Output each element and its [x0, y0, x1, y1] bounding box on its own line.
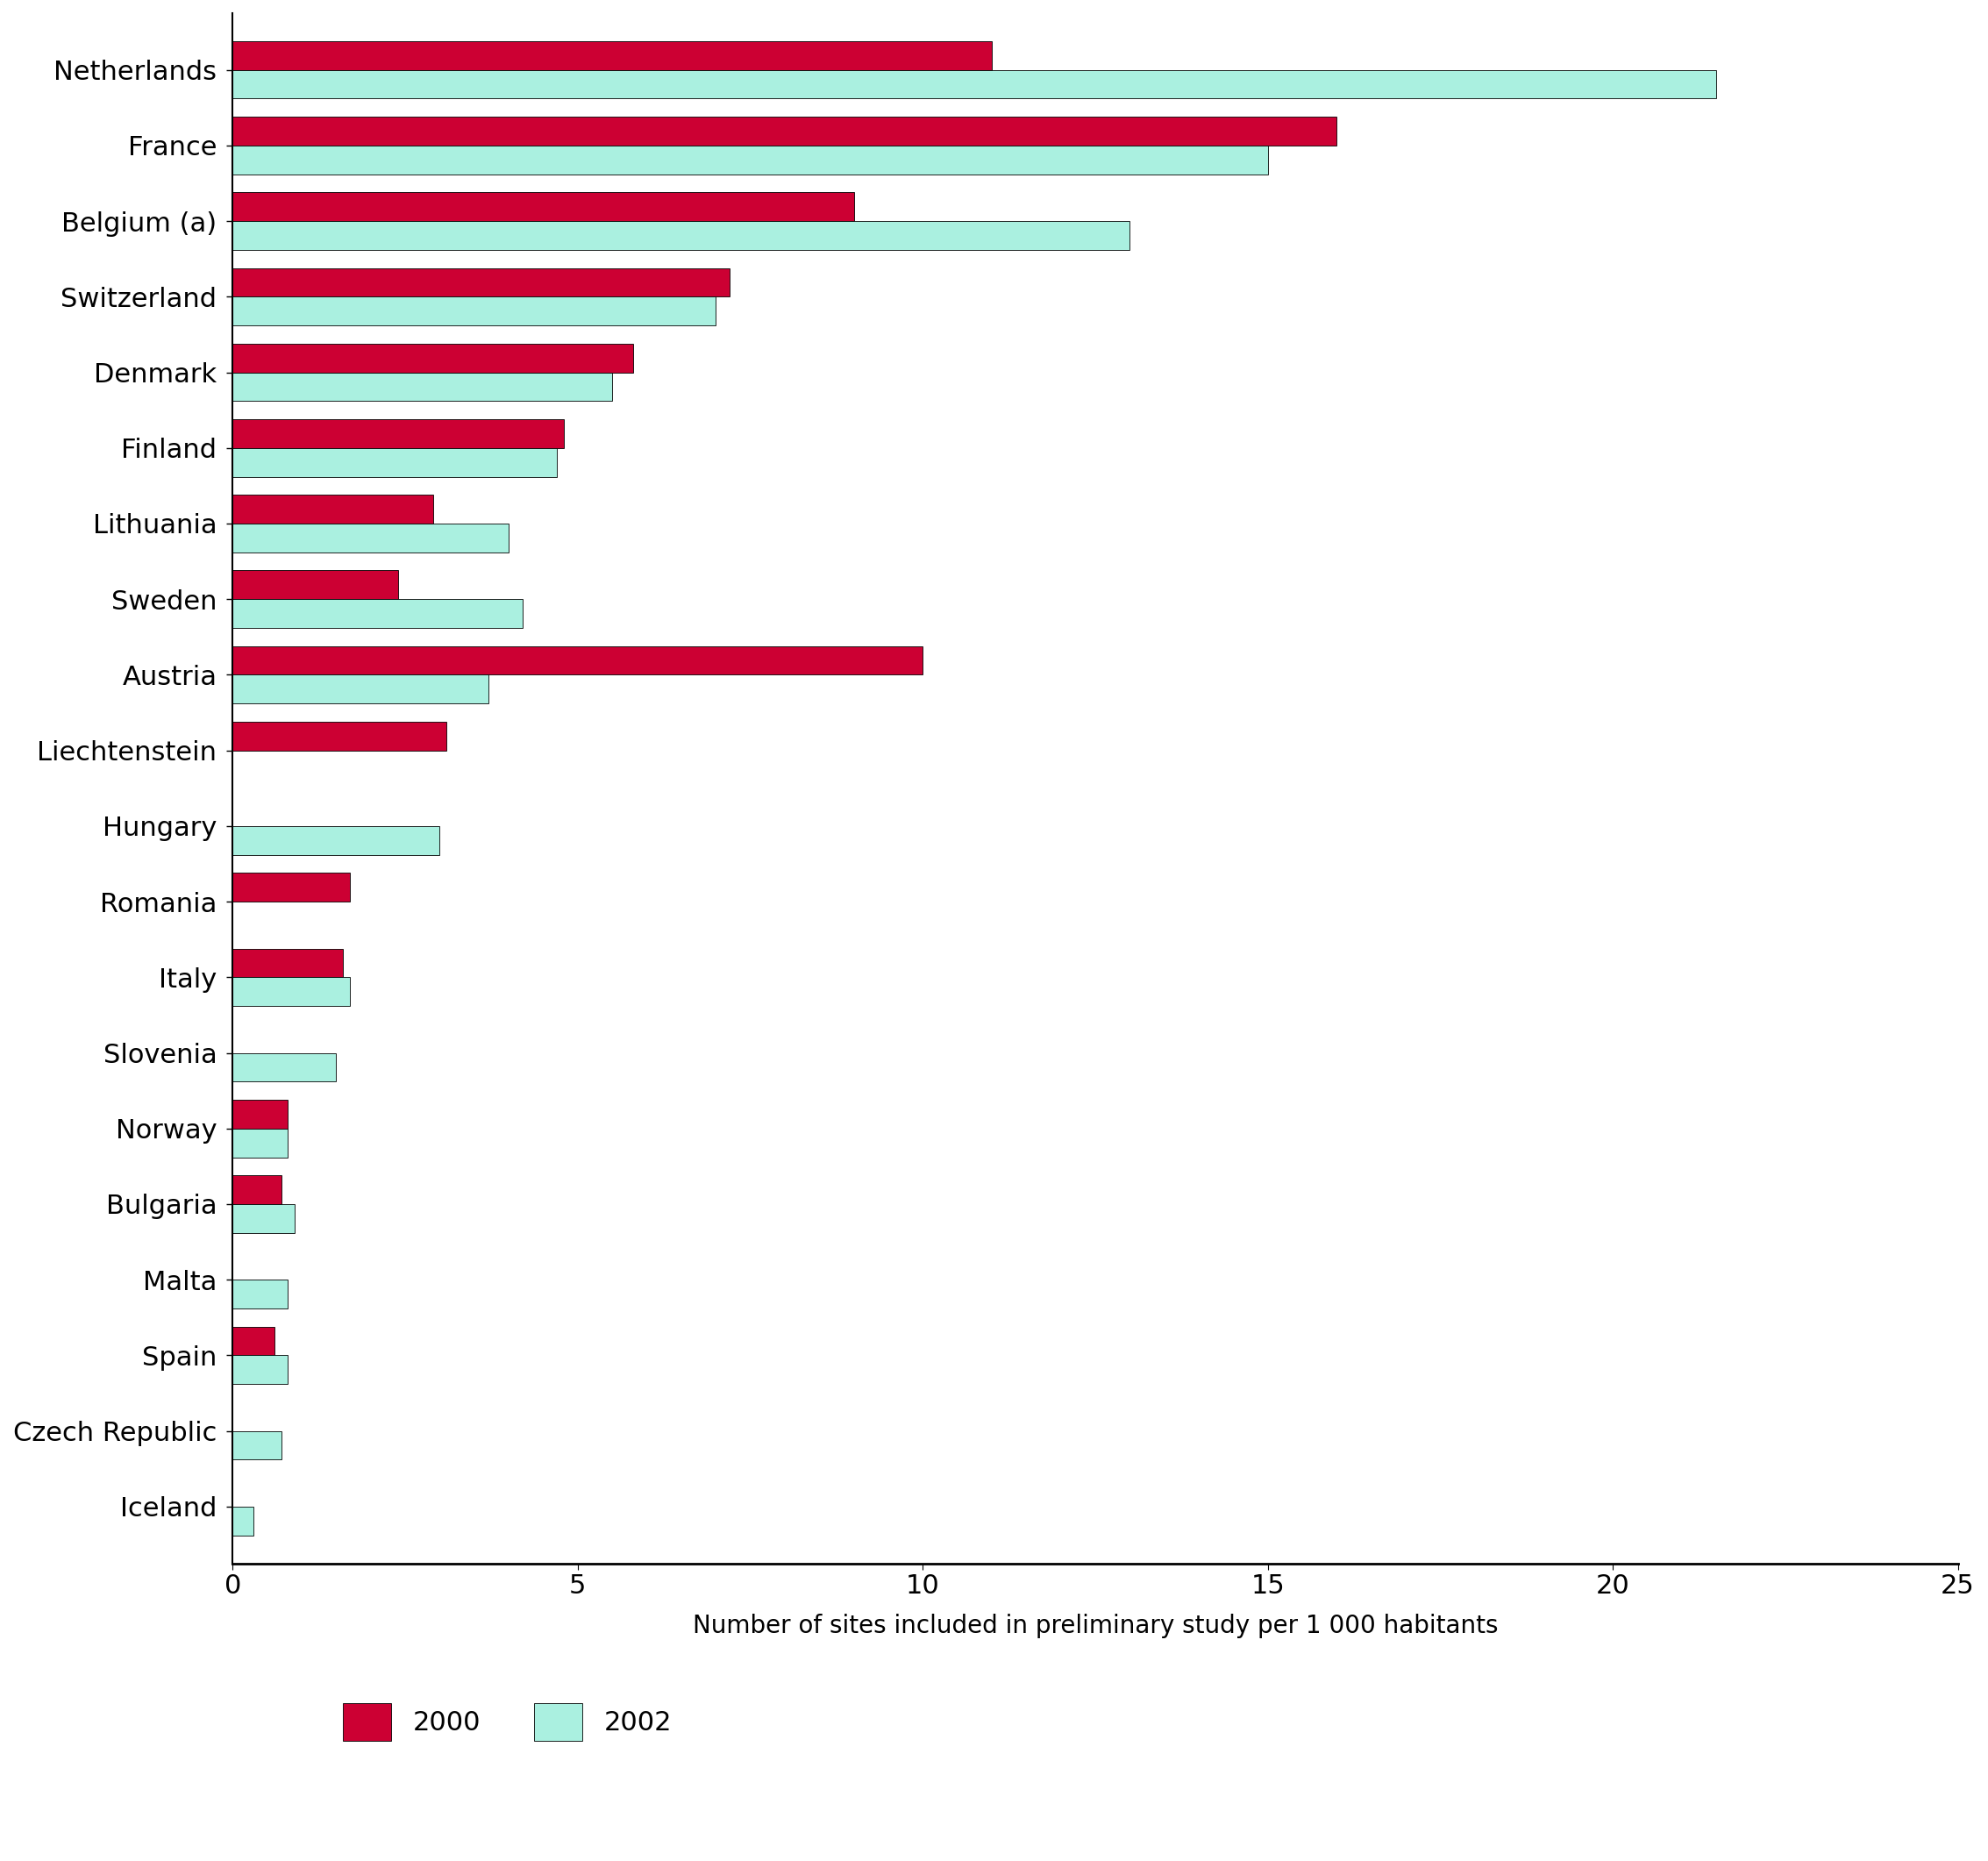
Bar: [233, 145, 1268, 175]
Bar: [233, 296, 716, 326]
Bar: [233, 571, 398, 599]
Bar: [233, 1327, 274, 1355]
Bar: [233, 449, 557, 476]
Bar: [233, 676, 489, 703]
Bar: [233, 344, 632, 372]
Bar: [233, 1355, 288, 1385]
Bar: [233, 221, 1129, 249]
Bar: [233, 1176, 280, 1204]
Bar: [233, 71, 1716, 99]
Bar: [233, 646, 922, 676]
Bar: [233, 523, 509, 553]
Bar: [233, 1431, 280, 1459]
Bar: [233, 873, 350, 901]
Bar: [233, 826, 439, 854]
Bar: [233, 419, 565, 449]
Bar: [233, 495, 433, 523]
Bar: [233, 268, 730, 296]
Bar: [233, 192, 853, 221]
Bar: [233, 372, 612, 402]
Bar: [233, 977, 350, 1007]
Bar: [233, 599, 523, 627]
Bar: [233, 117, 1336, 145]
Legend: 2000, 2002: 2000, 2002: [332, 1692, 682, 1751]
X-axis label: Number of sites included in preliminary study per 1 000 habitants: Number of sites included in preliminary …: [692, 1613, 1499, 1638]
Bar: [233, 1204, 294, 1232]
Bar: [233, 1128, 288, 1158]
Bar: [233, 1280, 288, 1308]
Bar: [233, 1507, 252, 1535]
Bar: [233, 1100, 288, 1128]
Bar: [233, 949, 344, 977]
Bar: [233, 722, 447, 750]
Bar: [233, 41, 992, 71]
Bar: [233, 1053, 336, 1081]
